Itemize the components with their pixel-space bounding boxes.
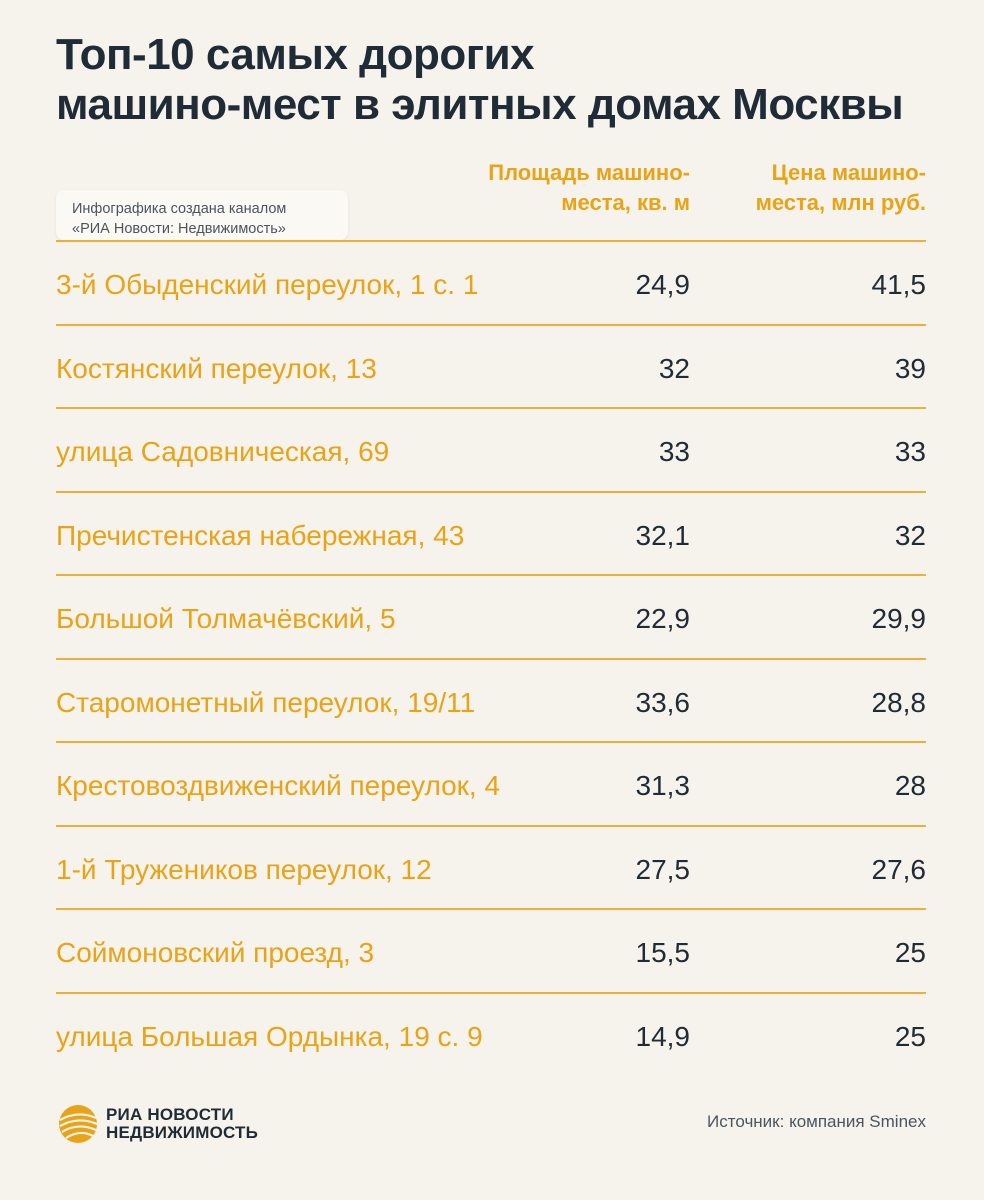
column-header-price: Цена машино- места, млн руб. (696, 158, 926, 218)
column-header-area: Площадь машино- места, кв. м (390, 158, 690, 218)
table-row: улица Садовническая, 69 33 33 (56, 407, 926, 491)
row-area: 22,9 (635, 603, 691, 634)
row-area: 15,5 (635, 937, 691, 968)
row-address: Большой Толмачёвский, 5 (56, 603, 396, 634)
row-address: улица Большая Ордынка, 19 с. 9 (56, 1020, 483, 1052)
row-area: 24,9 (635, 269, 691, 300)
title-line-1: Топ-10 самых дорогих (56, 30, 535, 79)
row-price: 25 (894, 937, 926, 968)
row-area: 33,6 (635, 686, 691, 718)
column-header-price-line-2: места, млн руб. (755, 190, 926, 215)
ria-globe-icon (59, 1105, 98, 1143)
data-table: 3-й Обыденский переулок, 1 с. 1 24,9 41,5 К… (56, 240, 926, 1075)
row-address: Костянский переулок, 13 (56, 352, 377, 384)
credit-line-1: Инфографика создана каналом (72, 201, 287, 217)
table-row: улица Большая Ордынка, 19 с. 9 14,9 25 (56, 991, 926, 1076)
row-area: 32,1 (635, 519, 691, 551)
column-header-area-line-1: Площадь машино- (488, 160, 690, 185)
table-row: Крестовоздвиженский переулок, 4 31,3 28 (56, 741, 926, 825)
ria-logo: РИА НОВОСТИ НЕДВИЖИМОСТЬ (56, 1102, 296, 1146)
row-area: 31,3 (635, 770, 691, 801)
table-row: 3-й Обыденский переулок, 1 с. 1 24,9 41,5 (56, 240, 926, 324)
row-price: 29,9 (871, 603, 927, 634)
table-row: Соймоновский проезд, 3 15,5 25 (56, 908, 926, 992)
table-row: 1-й Тружеников переулок, 12 27,5 27,6 (56, 824, 927, 909)
source-note: Источник: компания Sminex (707, 1112, 926, 1131)
row-price: 33 (894, 436, 926, 467)
column-header-area-line-2: места, кв. м (561, 190, 690, 215)
row-price: 28,8 (871, 686, 927, 718)
row-address: 1-й Тружеников переулок, 12 (56, 853, 432, 885)
row-address: Крестовоздвиженский переулок, 4 (56, 770, 501, 801)
credit-badge: Инфографика создана каналом «РИА Новости… (56, 190, 348, 240)
row-price: 27,6 (871, 853, 927, 885)
row-area: 32 (658, 352, 690, 384)
row-area: 33 (658, 436, 690, 467)
row-address: улица Садовническая, 69 (56, 436, 390, 467)
row-area: 14,9 (635, 1020, 691, 1052)
row-address: 3-й Обыденский переулок, 1 с. 1 (56, 269, 479, 300)
row-address: Старомонетный переулок, 19/11 (56, 686, 476, 718)
row-price: 39 (894, 352, 926, 384)
row-price: 32 (894, 519, 926, 551)
table-row: Костянский переулок, 13 32 39 (56, 323, 926, 408)
row-price: 25 (894, 1020, 926, 1052)
logo-line-1: РИА НОВОСТИ (106, 1105, 234, 1124)
row-price: 28 (894, 770, 926, 801)
credit-line-2: «РИА Новости: Недвижимость» (72, 221, 286, 237)
page-title: Топ-10 самых дорогих машино-мест в элитн… (56, 30, 936, 130)
row-area: 27,5 (635, 853, 691, 885)
logo-line-2: НЕДВИЖИМОСТЬ (106, 1123, 259, 1142)
column-header-price-line-1: Цена машино- (771, 160, 926, 185)
row-address: Соймоновский проезд, 3 (56, 937, 375, 968)
row-address: Пречистенская набережная, 43 (56, 519, 465, 551)
title-line-2: машино-мест в элитных домах Москвы (56, 80, 904, 129)
logo-text: РИА НОВОСТИ НЕДВИЖИМОСТЬ (106, 1106, 258, 1142)
table-row: Большой Толмачёвский, 5 22,9 29,9 (56, 574, 926, 658)
row-price: 41,5 (871, 269, 927, 300)
table-row: Пречистенская набережная, 43 32,1 32 (56, 490, 926, 575)
table-row: Старомонетный переулок, 19/11 33,6 28,8 (56, 657, 927, 742)
